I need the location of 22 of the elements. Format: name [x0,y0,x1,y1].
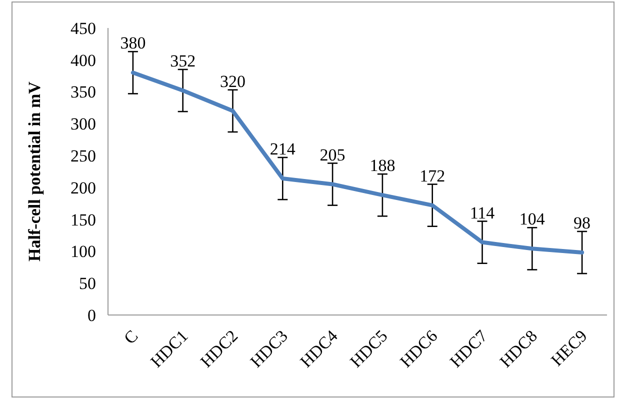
data-label: 172 [420,166,446,186]
y-tick-label: 450 [70,18,96,38]
data-label: 352 [170,52,196,70]
data-label: 380 [120,34,146,53]
data-label: 104 [519,210,546,229]
y-tick-label: 0 [88,306,96,325]
data-label: 205 [320,145,346,164]
y-tick-label: 400 [70,50,96,70]
data-label: 214 [270,140,296,159]
y-axis-title: Half-cell potential in mV [25,80,44,262]
data-label: 114 [470,203,496,222]
y-tick-label: 300 [70,114,96,134]
y-tick-label: 100 [70,242,96,262]
data-label: 320 [220,72,246,91]
data-label: 188 [370,156,396,176]
y-tick-label: 150 [70,210,96,230]
data-label: 98 [574,214,591,232]
y-tick-label: 250 [70,146,96,166]
y-tick-label: 50 [79,274,96,294]
x-tick-label: C [120,326,142,348]
y-tick-label: 350 [70,82,96,102]
y-tick-label: 200 [70,178,96,198]
